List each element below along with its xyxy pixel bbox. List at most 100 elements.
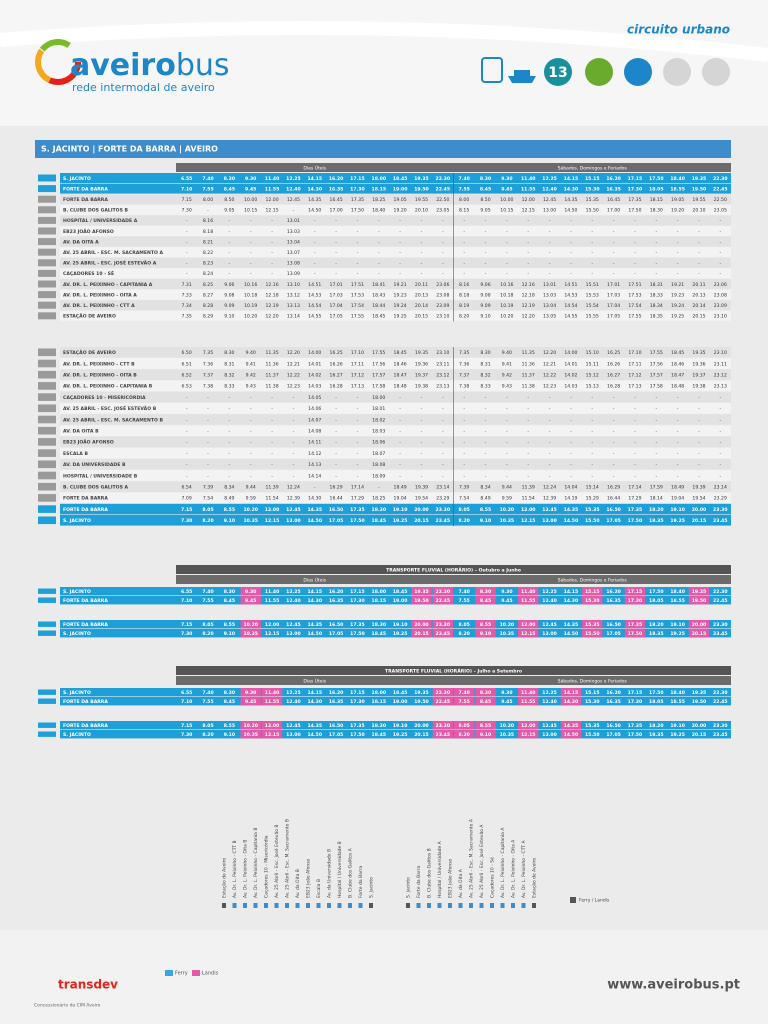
time: 23.30 <box>436 622 451 628</box>
time: - <box>591 430 593 435</box>
time: - <box>399 474 401 479</box>
time: 7.35 <box>182 314 192 320</box>
landis-cell <box>475 697 496 706</box>
time: - <box>634 396 636 401</box>
time: 17.50 <box>351 208 364 214</box>
logo-arc <box>35 39 81 85</box>
row-bg <box>60 173 731 183</box>
time: 8.49 <box>480 496 490 502</box>
time: - <box>229 463 231 468</box>
time: 14.30 <box>308 496 321 502</box>
time: - <box>527 418 529 423</box>
diagram-stop: Av. Dr. L. Peixinho - Oita A <box>511 839 517 898</box>
time: - <box>186 430 188 435</box>
time: 20.10 <box>692 208 705 214</box>
time: - <box>335 407 337 412</box>
time: 19.25 <box>671 314 684 320</box>
time: 14.54 <box>308 303 321 309</box>
time: - <box>591 463 593 468</box>
time: 12.25 <box>542 690 557 696</box>
time: 12.25 <box>286 176 301 182</box>
time: - <box>271 418 273 423</box>
stop-name: HOSPITAL / UNIVERSIDADE A <box>63 218 138 224</box>
time: - <box>677 463 679 468</box>
stop-name: S. JACINTO <box>63 589 91 595</box>
time: 9.06 <box>480 282 490 288</box>
time: 15.15 <box>585 690 600 696</box>
time: - <box>399 441 401 446</box>
time: 15.50 <box>585 732 600 738</box>
group-label: Sábados, Domingos e Feriados <box>558 677 628 684</box>
time: 18.31 <box>650 282 663 288</box>
time: 12.20 <box>265 314 278 320</box>
diagram-tick <box>264 903 268 908</box>
time: 7.37 <box>203 373 213 379</box>
tagline: rede intermodal de aveiro <box>72 81 215 94</box>
time: - <box>314 251 316 256</box>
time: 12.45 <box>286 507 301 513</box>
time: 17.50 <box>350 631 365 637</box>
time: 7.31 <box>182 282 192 288</box>
time: - <box>399 262 401 267</box>
time: 8.33 <box>480 384 490 390</box>
time: 10.00 <box>244 197 257 203</box>
time: - <box>698 418 700 423</box>
time: 7.39 <box>203 485 213 491</box>
time: 8.30 <box>480 176 491 182</box>
time: 23.30 <box>436 507 451 513</box>
mode-icon <box>38 269 56 277</box>
time: - <box>719 407 721 412</box>
time: 23.11 <box>436 361 449 367</box>
time: - <box>229 219 231 224</box>
time: 9.30 <box>245 589 256 595</box>
time: 9.10 <box>480 314 490 320</box>
time: - <box>570 272 572 277</box>
time: - <box>442 219 444 224</box>
time: 11.37 <box>522 373 535 379</box>
time: 22.45 <box>436 699 451 705</box>
diagram-stop: Av. da Oita A <box>458 868 464 898</box>
time: 19.50 <box>692 598 707 604</box>
time: - <box>485 251 487 256</box>
time: - <box>485 262 487 267</box>
diagram-tick <box>448 903 452 908</box>
time: 23.45 <box>713 732 728 738</box>
time: 10.19 <box>500 303 513 309</box>
time: - <box>335 240 337 245</box>
time: - <box>506 219 508 224</box>
time: 23.14 <box>436 485 449 491</box>
time: - <box>335 430 337 435</box>
time: 12.00 <box>522 197 535 203</box>
time: 15.50 <box>585 518 600 524</box>
time: - <box>229 441 231 446</box>
diagram-stop: Caçadores 10 - Sé <box>489 857 496 898</box>
time: - <box>506 407 508 412</box>
diagram-tick <box>369 903 373 908</box>
time: - <box>677 240 679 245</box>
time: - <box>549 219 551 224</box>
time: 12.40 <box>542 699 557 705</box>
mode-icon <box>38 291 56 299</box>
time: - <box>719 396 721 401</box>
landis-cell <box>624 587 646 596</box>
landis-cell <box>518 730 539 739</box>
time: 11.38 <box>522 384 535 390</box>
time: 16.20 <box>329 589 344 595</box>
landis-cell <box>454 730 475 739</box>
time: 7.10 <box>181 186 192 192</box>
time: 11.54 <box>522 496 535 502</box>
mode-icon <box>38 460 56 469</box>
time: 15.50 <box>586 208 599 214</box>
time: - <box>591 272 593 277</box>
time: 19.25 <box>393 518 408 524</box>
time: - <box>250 251 252 256</box>
mode-icon <box>38 382 56 390</box>
landis-legend: Landis <box>202 971 219 977</box>
time: 8.30 <box>224 589 235 595</box>
time: - <box>463 396 465 401</box>
time: 18.06 <box>372 440 385 446</box>
time: - <box>442 251 444 256</box>
time: 14.50 <box>307 631 322 637</box>
time: 17.05 <box>606 732 621 738</box>
time: 18.45 <box>393 690 408 696</box>
